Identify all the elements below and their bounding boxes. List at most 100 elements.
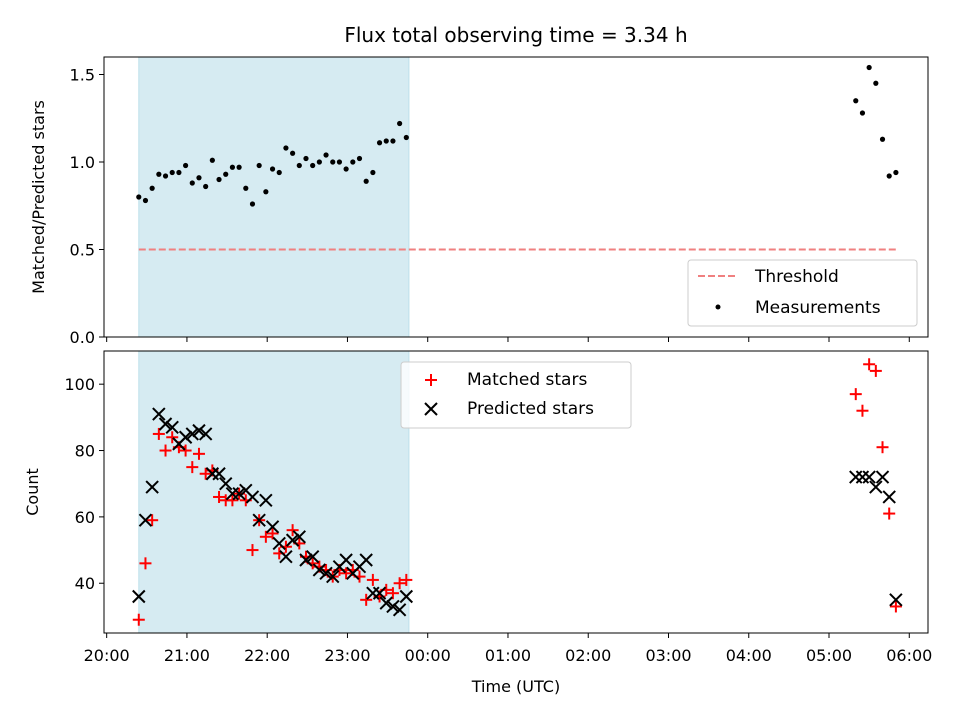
matched-star-marker: [360, 593, 373, 606]
top-shaded-region: [138, 56, 410, 338]
bottom-panel: 40 60 80 100 20:00 21:00 22:00 23:00 00:00 01:00…: [23, 350, 932, 696]
predicted-star-marker: [252, 513, 266, 527]
measurement-point: [296, 162, 302, 169]
y-tick-label: 1.0: [70, 153, 95, 172]
matched-star-marker: [226, 494, 239, 507]
matched-star-marker: [139, 557, 152, 570]
matched-star-marker: [192, 447, 205, 460]
top-chart-title: Flux total observing time = 3.34 h: [344, 23, 687, 47]
measurement-point: [203, 183, 209, 190]
measurement-point: [243, 185, 249, 191]
measurement-point: [310, 162, 316, 169]
predicted-star-marker: [272, 536, 286, 551]
measurement-point: [323, 152, 329, 158]
predicted-star-markers: [132, 407, 903, 617]
measurement-point: [290, 150, 296, 156]
matched-star-markers: [132, 358, 902, 626]
bottom-plot-frame: [103, 350, 929, 634]
measurement-point: [142, 197, 149, 204]
measurement-point: [263, 189, 269, 195]
y-tick-label: 80: [75, 442, 95, 461]
matched-star-marker: [152, 427, 165, 440]
bottom-legend: Matched stars Predicted stars: [400, 361, 632, 429]
bottom-y-axis-ticks: 40 60 80 100: [64, 375, 104, 593]
predicted-star-marker: [326, 569, 340, 584]
predicted-star-marker: [292, 530, 307, 544]
predicted-star-marker: [192, 423, 206, 438]
matched-star-marker: [266, 527, 279, 540]
x-tick-label: 02:00: [565, 646, 611, 665]
matched-star-marker: [863, 358, 876, 371]
predicted-star-marker: [279, 549, 293, 564]
legend-matched-swatch: [425, 374, 437, 386]
measurement-point: [356, 155, 363, 162]
measurement-point: [196, 175, 202, 181]
measurement-point: [182, 162, 189, 169]
x-tick-label: 23:00: [324, 646, 370, 665]
measurement-point: [853, 98, 859, 104]
measurement-point: [156, 171, 162, 177]
measurement-point: [859, 110, 866, 116]
bottom-shaded-region: [138, 350, 410, 634]
top-legend-box: [687, 259, 918, 327]
x-tick-label: 04:00: [726, 646, 772, 665]
matched-star-marker: [386, 587, 399, 600]
measurement-point: [169, 169, 175, 176]
top-panel: 0.0 0.5 1.0 1.5 Flux total observing time =…: [29, 23, 929, 347]
matched-star-marker: [159, 444, 172, 457]
measurement-point: [363, 178, 369, 184]
measurement-point: [383, 138, 389, 144]
predicted-star-marker: [245, 490, 260, 504]
matched-star-marker: [340, 567, 353, 580]
matched-star-marker: [869, 364, 882, 377]
predicted-star-marker: [219, 476, 233, 491]
y-tick-label: 100: [64, 375, 95, 394]
matched-star-marker: [889, 600, 902, 613]
top-legend: Threshold Measurements: [687, 259, 918, 327]
measurement-point: [269, 166, 276, 172]
x-tick-label: 06:00: [886, 646, 932, 665]
top-x-axis-ticks: [106, 337, 910, 342]
measurement-point: [330, 159, 336, 165]
predicted-star-marker: [379, 596, 393, 610]
predicted-star-marker: [232, 486, 246, 501]
measurement-point: [336, 159, 343, 165]
y-tick-label: 0.0: [70, 328, 95, 347]
measurement-point: [189, 180, 195, 186]
x-tick-label: 05:00: [806, 646, 852, 665]
y-tick-label: 1.5: [70, 66, 95, 85]
measurement-points: [136, 64, 899, 207]
predicted-star-marker: [399, 589, 414, 604]
top-plot-frame: [103, 56, 929, 338]
predicted-star-marker: [319, 566, 333, 580]
x-tick-label: 22:00: [244, 646, 290, 665]
measurement-point: [886, 173, 892, 179]
measurement-point: [866, 64, 872, 71]
legend-measurements-swatch: [715, 304, 721, 310]
matched-star-marker: [186, 461, 199, 474]
predicted-star-marker: [152, 407, 166, 421]
matched-star-marker: [366, 573, 379, 586]
measurement-point: [236, 164, 242, 170]
measurement-point: [209, 157, 215, 163]
measurement-point: [136, 194, 142, 200]
predicted-star-marker: [875, 470, 890, 484]
predicted-star-marker: [165, 420, 179, 435]
predicted-star-marker: [889, 593, 903, 607]
predicted-star-marker: [212, 467, 226, 481]
matched-star-marker: [400, 573, 413, 586]
predicted-star-marker: [178, 430, 193, 444]
predicted-star-marker: [392, 603, 407, 617]
predicted-star-marker: [158, 417, 173, 431]
matched-star-marker: [132, 613, 145, 626]
measurement-point: [893, 169, 899, 176]
predicted-star-marker: [132, 589, 146, 604]
measurement-point: [276, 169, 282, 176]
matched-star-marker: [849, 388, 862, 401]
predicted-star-marker: [869, 480, 883, 494]
measurement-point: [162, 173, 169, 179]
measurement-point: [397, 120, 403, 127]
measurement-point: [370, 169, 376, 176]
measurement-point: [350, 159, 356, 165]
matched-star-marker: [199, 467, 212, 480]
